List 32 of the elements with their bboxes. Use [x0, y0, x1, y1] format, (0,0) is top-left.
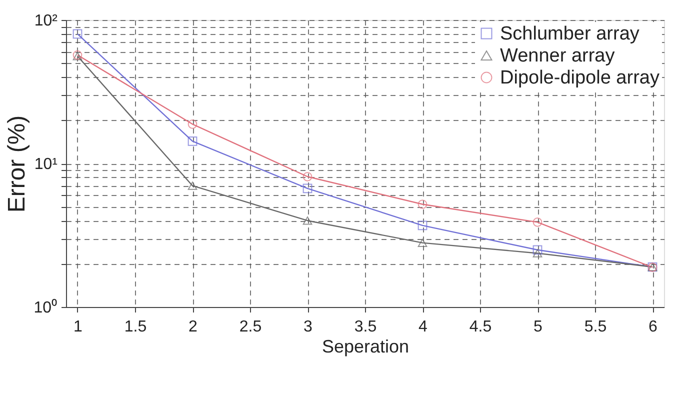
x-tick-label: 1	[74, 318, 83, 336]
point	[418, 238, 428, 247]
x-tick-label: 3.5	[354, 318, 377, 336]
y-tick-label: 10¹	[34, 156, 58, 173]
y-axis-title: Error (%)	[4, 115, 31, 213]
y-tick-label: 10²	[34, 12, 58, 30]
x-tick-label: 4	[418, 318, 428, 336]
legend-label: Wenner array	[500, 46, 616, 66]
point	[72, 29, 82, 39]
point	[302, 216, 312, 225]
x-tick-label: 4.5	[469, 318, 492, 336]
x-tick-label: 3	[304, 318, 313, 336]
point	[418, 220, 428, 230]
x-tick-label: 1.5	[124, 318, 147, 336]
point	[302, 184, 312, 194]
point	[302, 172, 312, 182]
point	[418, 200, 428, 209]
x-tick-label: 6	[648, 318, 658, 336]
x-axis-title: Seperation	[322, 336, 410, 356]
point	[532, 245, 542, 255]
x-tick-label: 2	[188, 318, 198, 336]
point	[188, 182, 198, 190]
x-tick-label: 2.5	[239, 318, 262, 336]
point	[532, 249, 542, 258]
legend-label: Dipole-dipole array	[500, 68, 660, 88]
point	[532, 218, 542, 227]
point	[188, 136, 198, 146]
legend-label: Schlumber array	[500, 24, 640, 44]
point	[188, 119, 198, 129]
x-tick-label: 5	[534, 318, 543, 336]
y-tick-label: 10⁰	[34, 298, 58, 316]
x-tick-label: 5.5	[584, 318, 607, 336]
